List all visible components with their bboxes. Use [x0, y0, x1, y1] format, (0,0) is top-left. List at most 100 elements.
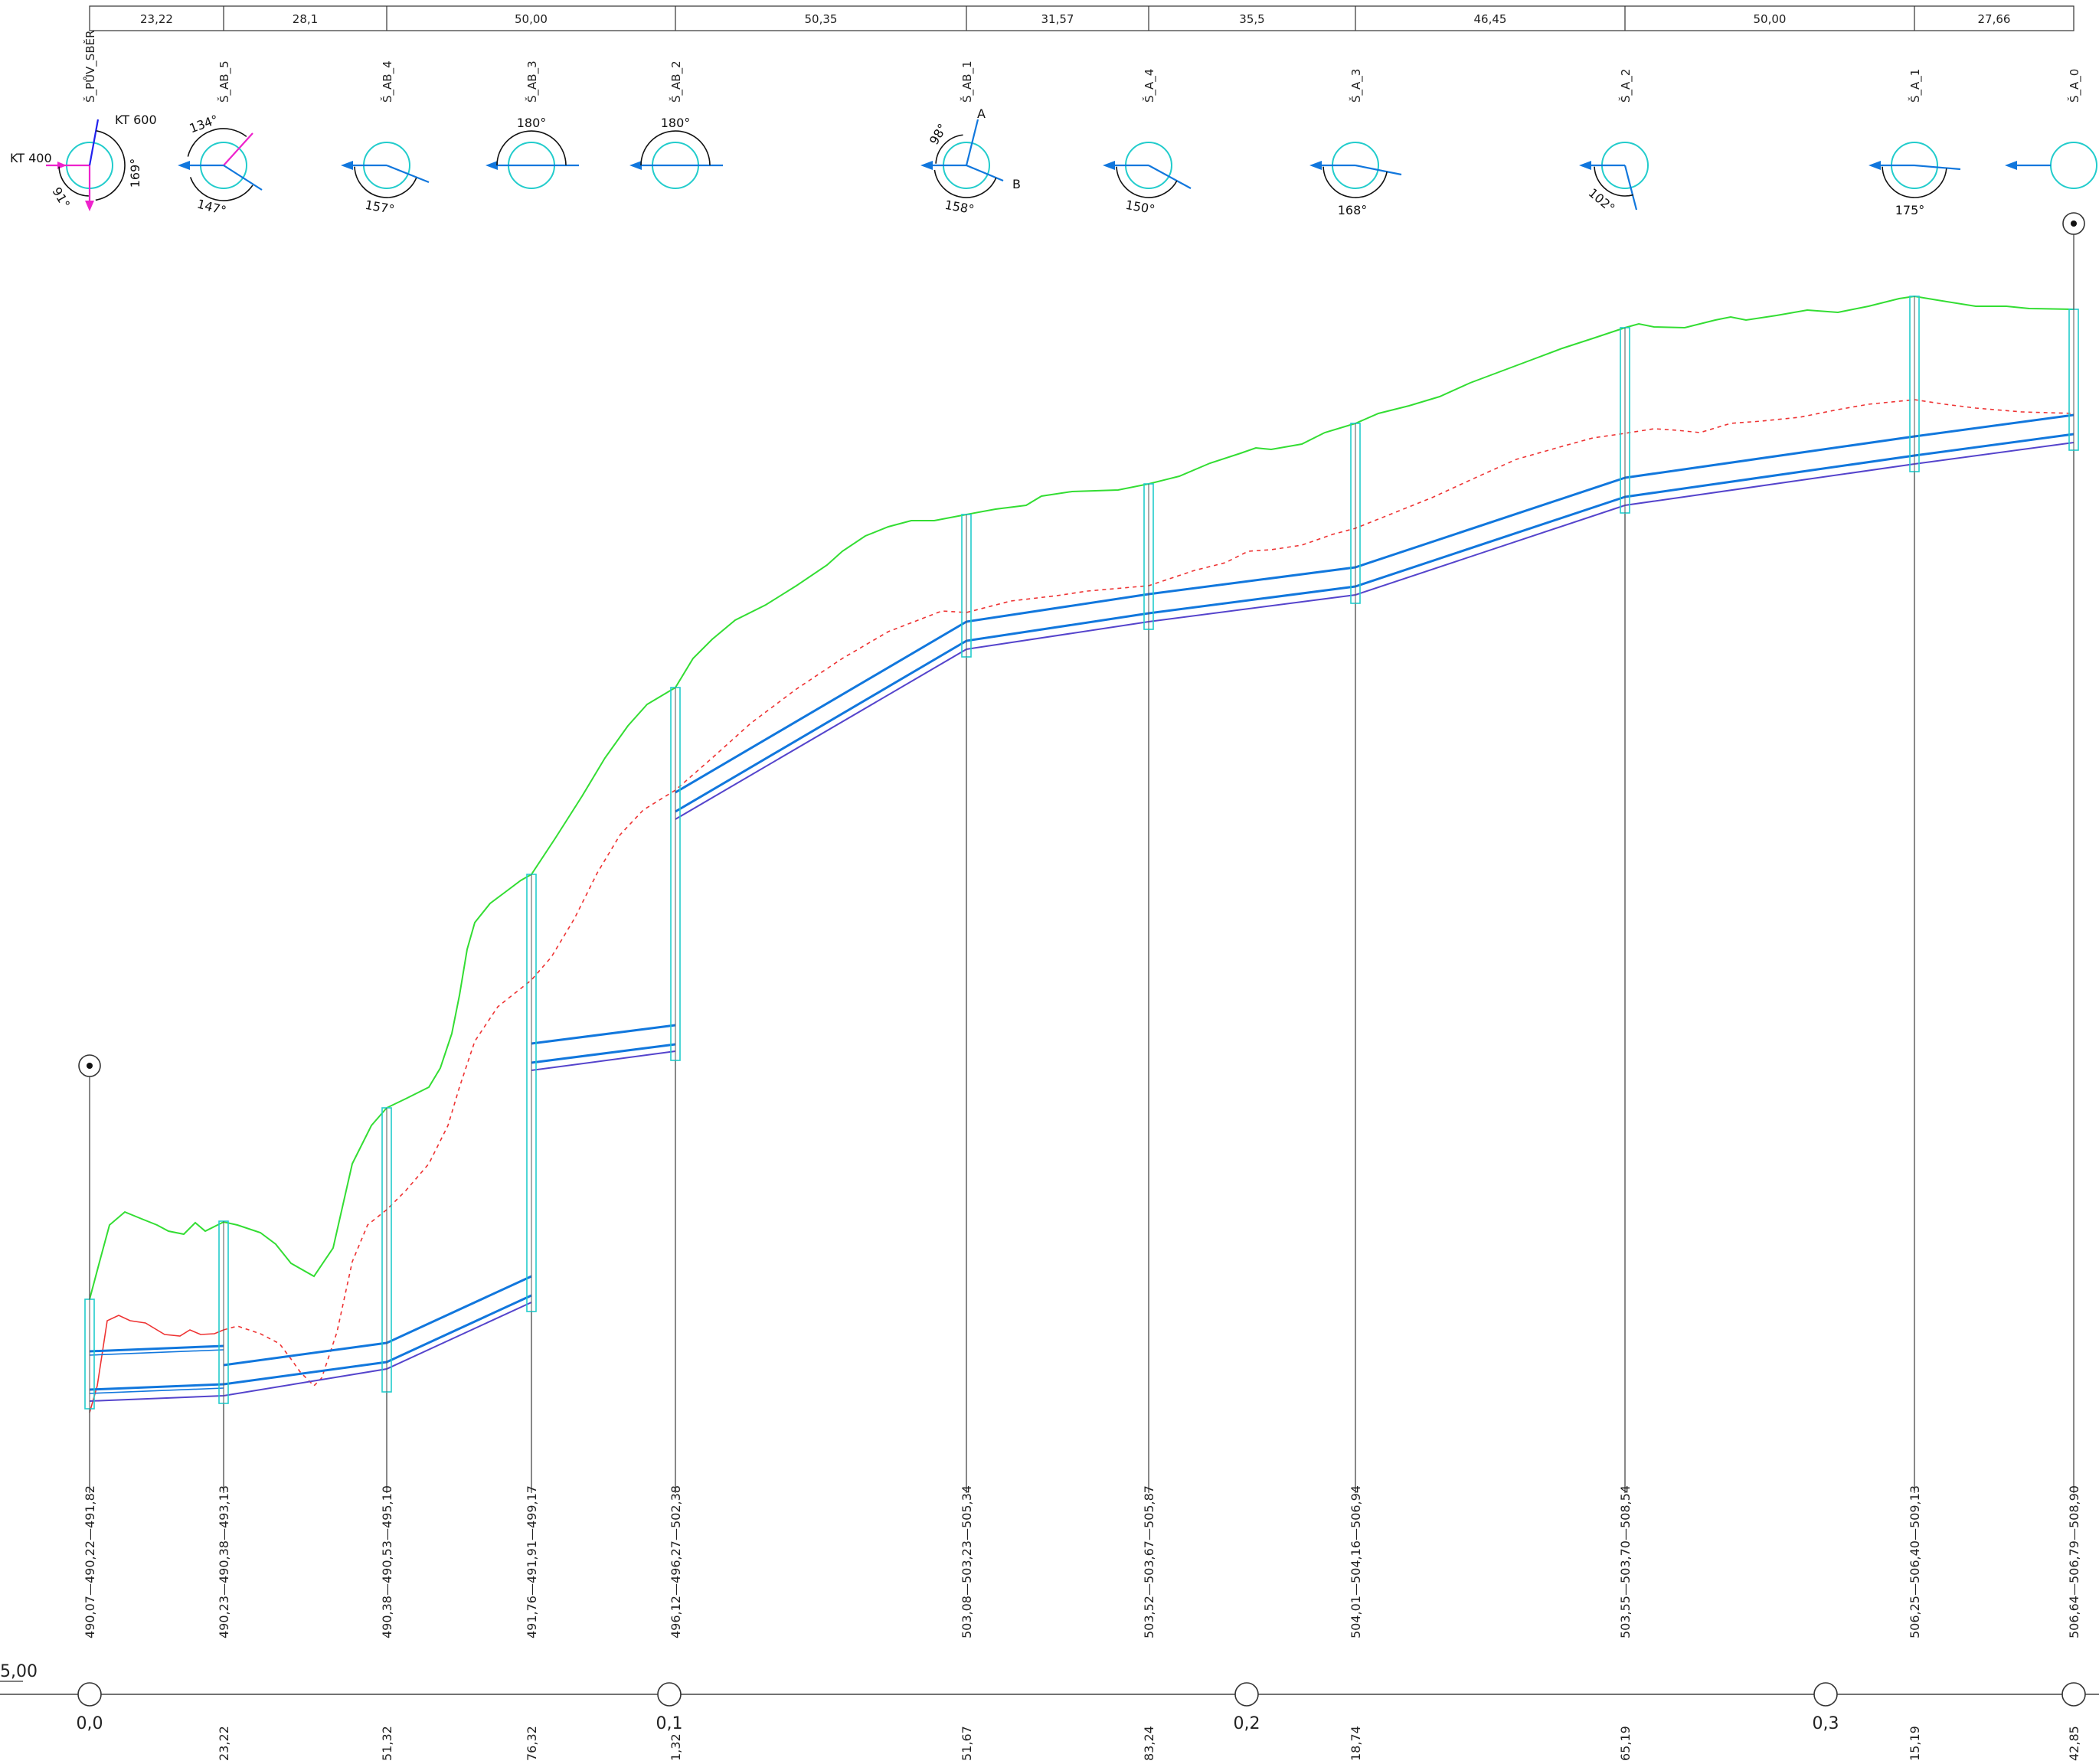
- km-mark-label: 0,2: [1234, 1714, 1260, 1733]
- angle-label: 175°: [1895, 203, 1925, 217]
- end-marker-dot: [2071, 220, 2077, 227]
- km-mark-circle: [77, 1682, 102, 1707]
- sewer-pipe-line: [89, 1344, 224, 1353]
- segment-length-label: 27,66: [1978, 12, 2011, 26]
- angle-arc: [187, 128, 247, 157]
- outflow-arrow-icon: [2005, 161, 2017, 170]
- segment-length-label: 50,00: [1754, 12, 1787, 26]
- manhole-name-label: Š_A_1: [1908, 69, 1923, 103]
- angle-arc: [1594, 166, 1633, 197]
- manhole-name-label: Š_A_0: [2067, 69, 2082, 103]
- angle-arc: [1116, 166, 1178, 198]
- sewer-pipe-line: [675, 620, 967, 794]
- manhole-station-label: 51,67: [960, 1726, 974, 1761]
- angle-label: 98°: [927, 121, 950, 147]
- km-mark-circle: [2061, 1682, 2086, 1707]
- outflow-arrow-icon: [178, 161, 190, 170]
- manhole-elevations-label: 490,07—490,22—491,82: [83, 1485, 97, 1638]
- km-mark-label: 0,0: [77, 1714, 103, 1733]
- segment-length-label: 46,45: [1474, 12, 1507, 26]
- sewer-pipe-line: [1914, 413, 2074, 438]
- manhole-name-label: Š_AB_4: [380, 60, 395, 103]
- manhole-plan-circle: [2050, 142, 2097, 189]
- manhole-name-label: Š_AB_5: [217, 60, 232, 103]
- pipe-invert-line: [531, 1050, 676, 1071]
- outflow-arrow-icon: [1309, 161, 1322, 170]
- km-mark-circle: [1813, 1682, 1838, 1707]
- outflow-arrow-icon: [1103, 161, 1115, 170]
- segment-length-label: 23,22: [140, 12, 173, 26]
- manhole-elevations-label: 503,55—503,70—508,54: [1618, 1485, 1633, 1638]
- sewer-pipe-line: [89, 1383, 224, 1391]
- angle-arc: [1323, 166, 1388, 198]
- manhole-elevations-label: 490,23—490,38—493,13: [217, 1485, 231, 1638]
- angle-label: 180°: [517, 116, 547, 130]
- manhole-name-label: Š_AB_3: [525, 60, 540, 103]
- outflow-arrow-icon: [85, 201, 94, 211]
- manhole-station-label: 42,85: [2067, 1726, 2081, 1761]
- manhole-station-label: 65,19: [1618, 1726, 1633, 1761]
- manhole-station-label: 83,24: [1142, 1726, 1156, 1761]
- sewer-pipe-line: [531, 1043, 676, 1064]
- profile-lines: [89, 295, 2074, 1413]
- manhole-elevations-label: 503,52—503,67—505,87: [1142, 1485, 1156, 1638]
- angle-label: 168°: [1338, 203, 1368, 217]
- manhole-shafts: [78, 212, 2085, 1493]
- km-mark-circle: [1234, 1682, 1259, 1707]
- sewer-pipe-line: [386, 1275, 532, 1344]
- segment-length-label: 35,5: [1239, 12, 1264, 26]
- manhole-elevations-label: 503,08—503,23—505,34: [960, 1485, 974, 1638]
- segment-length-label: 31,57: [1041, 12, 1074, 26]
- sewer-pipe-line: [386, 1294, 532, 1364]
- manhole-name-label: Š_AB_2: [669, 60, 684, 103]
- sewer-pipe-line: [966, 593, 1149, 623]
- segment-length-label: 50,00: [515, 12, 548, 26]
- inflow-pipe: [966, 164, 1004, 182]
- sewer-pipe-line: [531, 1024, 676, 1045]
- manhole-name-label: Š_PŮV_SBĚR: [83, 30, 98, 103]
- angle-label: 157°: [364, 198, 395, 217]
- sewer-pipe-line: [966, 612, 1149, 642]
- inflow-pipe: [1148, 165, 1192, 189]
- angle-label: 134°: [188, 112, 221, 136]
- kt600-label: KT 600: [115, 113, 157, 127]
- sewer-pipe-line: [675, 639, 967, 813]
- angle-arc: [496, 130, 567, 166]
- manhole-station-label: 23,22: [217, 1726, 231, 1761]
- angle-label: 150°: [1124, 198, 1156, 217]
- sewer-pipe-line: [1624, 454, 1915, 498]
- manhole-station-label: 51,32: [380, 1726, 394, 1761]
- outflow-arrow-icon: [341, 161, 353, 170]
- inflow-pipe: [386, 164, 430, 184]
- reference-level-label: 5,00: [0, 1662, 38, 1681]
- start-marker-dot: [87, 1063, 93, 1069]
- angle-arc: [58, 166, 89, 197]
- outflow-arrow-icon: [920, 161, 933, 170]
- km-mark-label: 0,1: [656, 1714, 683, 1733]
- sewer-pipe-line: [1355, 476, 1626, 569]
- km-mark-circle: [657, 1682, 682, 1707]
- pipe-invert-line: [675, 442, 2074, 820]
- sewer-pipe-line: [223, 1361, 387, 1386]
- angle-label: 158°: [943, 198, 975, 217]
- manhole-station-label: 1,32: [669, 1733, 683, 1761]
- manhole-elevations-label: 496,12—496,27—502,38: [669, 1485, 683, 1638]
- sewer-pipe-line: [1148, 585, 1356, 615]
- dimension-bar-frame: [89, 5, 2074, 31]
- kt400-label: KT 400: [10, 151, 52, 165]
- angle-label: 169°: [128, 158, 142, 188]
- segment-length-label: 28,1: [293, 12, 318, 26]
- angle-label: 180°: [661, 116, 691, 130]
- existing-sewer-dashed-line: [223, 399, 2074, 1387]
- pipe-invert-line: [89, 1302, 532, 1402]
- angle-arc: [935, 134, 963, 164]
- branch-a-label: A: [977, 106, 986, 121]
- manhole-station-label: 15,19: [1908, 1726, 1922, 1761]
- angle-label: 102°: [1586, 185, 1618, 215]
- segment-length-label: 50,35: [805, 12, 838, 26]
- outflow-arrow-icon: [486, 161, 498, 170]
- km-mark-label: 0,3: [1813, 1714, 1839, 1733]
- manhole-name-label: Š_A_2: [1618, 69, 1633, 103]
